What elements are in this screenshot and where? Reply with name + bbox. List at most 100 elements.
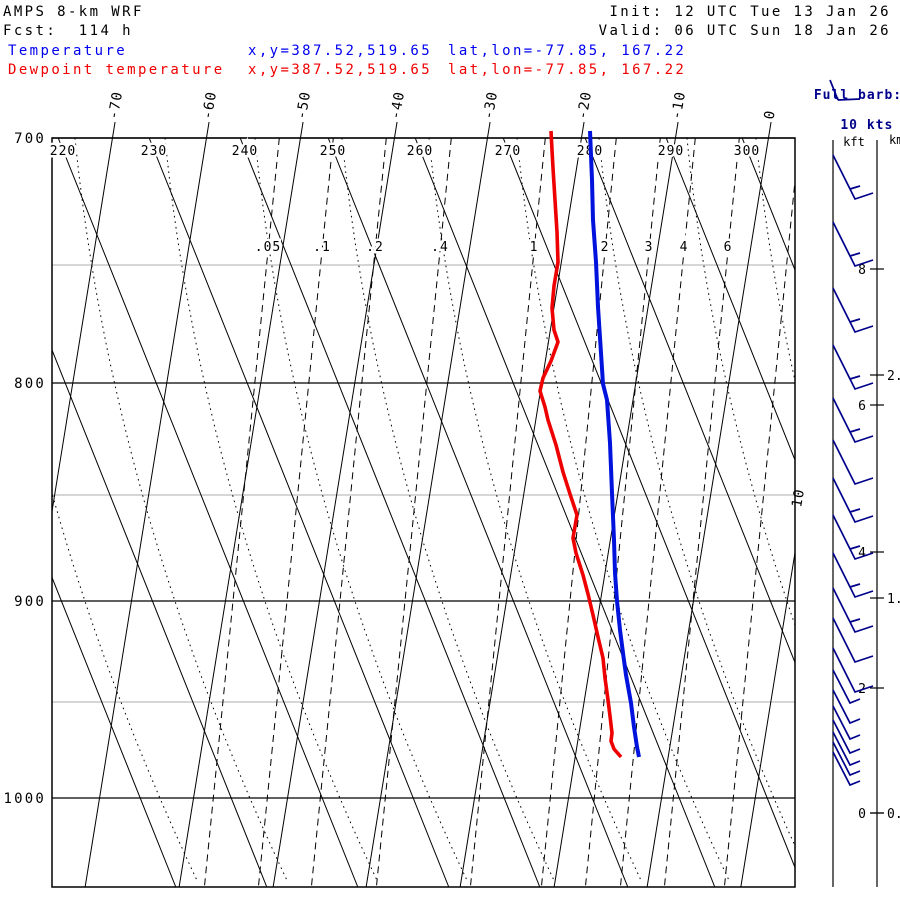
mixing-ratio-label: 3 xyxy=(645,240,654,255)
dry-adiabat-line xyxy=(239,138,541,887)
moist-adiabat-line xyxy=(755,138,795,383)
dry-adiabat-line xyxy=(414,138,716,887)
pressure-label-900: 900 xyxy=(14,594,46,610)
temperature-label--20: -20 xyxy=(575,90,596,121)
theta-label-260: 260 xyxy=(407,144,433,159)
valid-time: Valid: 06 UTC Sun 18 Jan 26 xyxy=(598,23,891,39)
km-header: km xyxy=(889,133,900,147)
forecast-hour: Fcst: 114 h xyxy=(3,23,133,39)
wind-barbs xyxy=(829,79,874,787)
moist-adiabat-line xyxy=(686,138,795,627)
temperature-label--50: -50 xyxy=(294,90,315,121)
mixing-ratio-label: 1 xyxy=(530,240,539,255)
isotherm-top-tick xyxy=(580,121,585,139)
mixing-ratio-line xyxy=(469,138,546,887)
legend-temperature-xy: x,y=387.52,519.65 xyxy=(248,43,433,59)
theta-label-250: 250 xyxy=(320,144,346,159)
mixing-ratio-line xyxy=(375,138,452,887)
pressure-label-1000: 1000 xyxy=(3,791,46,807)
wind-barb-half xyxy=(832,669,861,705)
isotherm-line xyxy=(459,138,582,887)
wind-barb-full_half xyxy=(832,514,874,561)
wind-barb-full_half xyxy=(832,221,874,268)
kft-label-4: 4 xyxy=(858,546,866,561)
wind-barb-full xyxy=(832,617,874,664)
wind-barb-half xyxy=(832,705,861,741)
wind-barb-full_half xyxy=(832,154,874,201)
wind-barb-full xyxy=(832,647,874,694)
km-label: 0. xyxy=(887,807,900,822)
isotherm-top-tick xyxy=(767,121,772,139)
dry-adiabat-line xyxy=(665,138,795,462)
wind-barb-full_half xyxy=(832,477,874,524)
dry-adiabat-line xyxy=(52,348,268,887)
km-label: 2. xyxy=(887,369,900,384)
dry-adiabat-line xyxy=(57,138,359,887)
wind-barb-full xyxy=(832,439,874,486)
mixing-ratio-line xyxy=(540,138,617,887)
moist-adiabat-line xyxy=(74,138,288,881)
wind-barb-full_half xyxy=(832,552,874,599)
pressure-gridlines-minor xyxy=(52,264,795,703)
isotherm-line xyxy=(740,549,795,887)
moist-adiabats xyxy=(52,138,795,881)
mixing-ratio-line xyxy=(619,138,696,887)
temperature-label--10: -10 xyxy=(669,90,690,121)
isotherm-line xyxy=(272,138,395,887)
kft-label-6: 6 xyxy=(858,399,866,414)
isotherm-line xyxy=(52,138,113,515)
dry-adiabat-line xyxy=(584,138,795,664)
wind-barb-full_half xyxy=(832,397,874,444)
km-label: 1. xyxy=(887,592,900,607)
barb-key-sample-icon xyxy=(829,79,861,101)
temperature-label--70: -70 xyxy=(106,90,127,121)
moist-adiabat-line xyxy=(52,491,198,881)
moist-adiabat-line xyxy=(598,138,795,847)
dry-adiabat-line xyxy=(502,138,795,869)
kft-label-8: 8 xyxy=(858,263,866,278)
mixing-ratio-line xyxy=(723,175,795,887)
temperature-label--30: -30 xyxy=(481,90,502,121)
temperature-curve xyxy=(588,130,641,758)
kft-label-0: 0 xyxy=(858,807,866,822)
mixing-ratio-line xyxy=(584,138,661,887)
mixing-ratio-label: .4 xyxy=(431,240,449,255)
moist-adiabat-line xyxy=(164,138,378,881)
isotherm-line xyxy=(178,138,301,887)
theta-label-240: 240 xyxy=(232,144,258,159)
dewpoint-curve xyxy=(538,130,623,759)
moist-adiabat-line xyxy=(516,138,730,881)
moist-adiabat-line xyxy=(254,138,468,881)
barb-key: Full barb: 10 kts xyxy=(812,88,900,133)
moist-adiabat-line xyxy=(428,138,642,881)
model-title: AMPS 8-km WRF xyxy=(3,4,144,20)
pressure-label-800: 800 xyxy=(14,376,46,392)
mixing-ratio-label: 4 xyxy=(680,240,689,255)
theta-label-220: 220 xyxy=(50,144,76,159)
plot-border xyxy=(51,137,796,888)
legend-temperature-latlon: lat,lon=-77.85, 167.22 xyxy=(448,43,687,59)
temperature-label--60: -60 xyxy=(200,90,221,121)
temperature-label-right-edge: 10 xyxy=(789,487,808,508)
isotherm-line xyxy=(84,138,207,887)
isotherm-top-tick xyxy=(393,121,398,139)
wind-barb-half xyxy=(832,689,861,725)
mixing-ratio-labels: .05 .1 .2 .4 1 2 3 4 6 xyxy=(252,238,734,258)
theta-label-270: 270 xyxy=(495,144,521,159)
dry-adiabat-line xyxy=(52,576,177,887)
mixing-ratio-label: .2 xyxy=(366,240,384,255)
isotherm-line xyxy=(365,138,488,887)
barb-key-line2: 10 kts xyxy=(840,118,894,133)
isotherm-top-tick xyxy=(486,121,491,139)
mixing-ratio-line xyxy=(663,138,740,887)
moist-adiabat-line xyxy=(341,138,555,881)
wind-barb-half xyxy=(832,741,861,777)
theta-label-300: 300 xyxy=(734,144,760,159)
dry-adiabat-line xyxy=(741,138,795,272)
wind-barb-half xyxy=(832,731,861,767)
pressure-axis-labels: 700 800 900 1000 xyxy=(3,131,46,807)
theta-label-230: 230 xyxy=(141,144,167,159)
isotherm-top-tick xyxy=(674,121,679,139)
legend-dewpoint-label: Dewpoint temperature xyxy=(8,62,225,78)
